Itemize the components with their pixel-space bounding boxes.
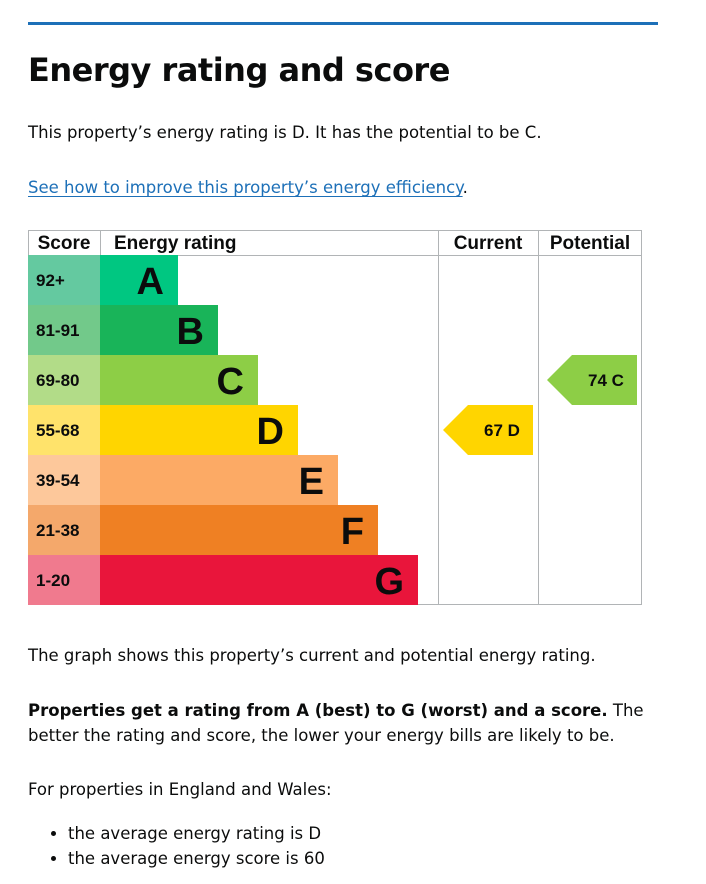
- rating-bar-d: [100, 405, 298, 455]
- improve-efficiency-link[interactable]: See how to improve this property’s energ…: [28, 178, 463, 197]
- score-cell: [28, 355, 100, 405]
- header-score: Score: [38, 233, 91, 254]
- top-rule: [28, 22, 658, 25]
- ratings-explanation-rest: The better the rating and score, the low…: [28, 701, 644, 745]
- score-range-label: 21-38: [36, 521, 79, 540]
- score-range-label: 1-20: [36, 571, 70, 590]
- list-item: the average energy rating is D: [68, 821, 325, 846]
- list-item: the average energy score is 60: [68, 846, 325, 871]
- score-range-label: 69-80: [36, 371, 79, 390]
- score-range-label: 55-68: [36, 421, 79, 440]
- rating-letter: F: [341, 511, 364, 553]
- current-arrow: [443, 405, 533, 455]
- header-potential: Potential: [550, 233, 630, 254]
- score-range-label: 92+: [36, 271, 65, 290]
- page-title: Energy rating and score: [28, 51, 450, 89]
- rating-letter: E: [299, 461, 324, 503]
- current-rating-label: 67 D: [484, 421, 520, 440]
- score-cell: [28, 555, 100, 605]
- rating-bar-f: [100, 505, 378, 555]
- potential-arrow: [547, 355, 637, 405]
- rating-bar-c: [100, 355, 258, 405]
- score-cell: [28, 405, 100, 455]
- score-range-label: 81-91: [36, 321, 79, 340]
- chart-bands: 92+ A 81-91 B 69-80 C 55-68 D 39-54 E 21-38 F 1-20 G: [28, 255, 418, 605]
- score-cell: [28, 255, 100, 305]
- score-cell: [28, 455, 100, 505]
- rating-letter: B: [177, 311, 204, 353]
- rating-letter: C: [217, 361, 244, 403]
- averages-list: the average energy rating is D the avera…: [28, 821, 325, 871]
- score-range-label: 39-54: [36, 471, 80, 490]
- rating-bar-b: [100, 305, 218, 355]
- graph-note: The graph shows this property’s current …: [28, 646, 596, 665]
- improve-link-suffix: .: [462, 178, 468, 197]
- rating-bar-g: [100, 555, 418, 605]
- rating-letter: G: [374, 561, 404, 603]
- improve-paragraph: See how to improve this property’s energ…: [28, 175, 468, 200]
- ratings-explanation-bold: Properties get a rating from A (best) to…: [28, 701, 608, 720]
- header-current: Current: [454, 233, 523, 254]
- ratings-explanation: Properties get a rating from A (best) to…: [28, 698, 658, 748]
- rating-letter: A: [137, 261, 164, 303]
- region-note: For properties in England and Wales:: [28, 780, 332, 799]
- rating-letter: D: [257, 411, 284, 453]
- potential-rating-label: 74 C: [588, 371, 624, 390]
- chart-headers: Score Energy rating Current Potential: [38, 233, 631, 254]
- rating-summary: This property’s energy rating is D. It h…: [28, 123, 542, 142]
- rating-bar-e: [100, 455, 338, 505]
- chart-arrows: 67 D 74 C: [443, 355, 637, 455]
- score-cell: [28, 305, 100, 355]
- score-cell: [28, 505, 100, 555]
- rating-bar-a: [100, 255, 178, 305]
- header-energy-rating: Energy rating: [114, 233, 236, 254]
